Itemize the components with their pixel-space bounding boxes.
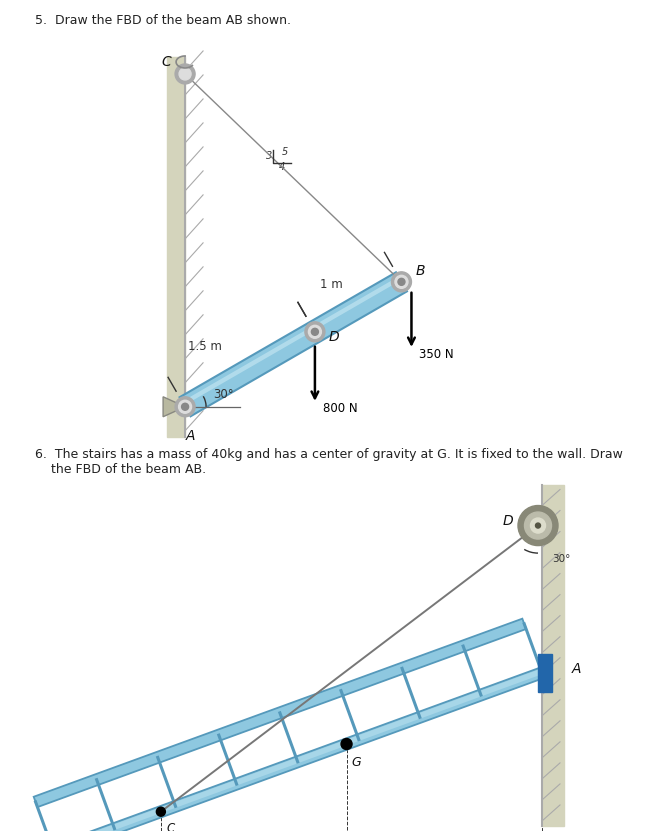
Circle shape — [175, 396, 195, 417]
Circle shape — [175, 64, 195, 84]
Polygon shape — [51, 667, 544, 831]
Polygon shape — [34, 618, 526, 807]
Circle shape — [395, 275, 408, 288]
Text: A: A — [572, 661, 581, 676]
Bar — [167, 57, 185, 437]
Circle shape — [179, 68, 191, 80]
Circle shape — [535, 523, 540, 528]
Text: D: D — [502, 514, 513, 528]
Circle shape — [518, 505, 558, 546]
Circle shape — [391, 272, 411, 292]
Text: D: D — [329, 330, 340, 344]
Bar — [538, 654, 552, 691]
Text: G: G — [352, 756, 361, 769]
Circle shape — [308, 325, 321, 338]
Text: 30°: 30° — [552, 553, 570, 563]
Text: 350 N: 350 N — [419, 348, 454, 361]
Text: 6.  The stairs has a mass of 40kg and has a center of gravity at G. It is fixed : 6. The stairs has a mass of 40kg and has… — [35, 449, 623, 476]
Text: 5: 5 — [283, 147, 288, 157]
Circle shape — [524, 512, 551, 539]
Circle shape — [156, 807, 165, 816]
Text: C: C — [167, 822, 175, 831]
Text: C: C — [161, 55, 171, 69]
Text: 3: 3 — [266, 150, 272, 160]
Bar — [542, 485, 564, 826]
Circle shape — [531, 518, 546, 533]
Polygon shape — [179, 273, 407, 416]
Circle shape — [312, 328, 318, 335]
Text: 1.5 m: 1.5 m — [188, 340, 222, 353]
Text: B: B — [415, 263, 425, 278]
Text: 1 m: 1 m — [321, 278, 343, 291]
Text: 800 N: 800 N — [323, 401, 358, 415]
Text: 4: 4 — [279, 162, 285, 172]
Text: A: A — [185, 429, 195, 443]
Text: 30°: 30° — [213, 388, 234, 401]
Circle shape — [398, 278, 405, 285]
Circle shape — [179, 401, 192, 413]
Circle shape — [181, 403, 189, 411]
Polygon shape — [52, 669, 542, 831]
Polygon shape — [163, 396, 185, 417]
Polygon shape — [182, 277, 400, 406]
Text: 5.  Draw the FBD of the beam AB shown.: 5. Draw the FBD of the beam AB shown. — [35, 14, 291, 27]
Circle shape — [341, 739, 352, 750]
Circle shape — [305, 322, 325, 342]
